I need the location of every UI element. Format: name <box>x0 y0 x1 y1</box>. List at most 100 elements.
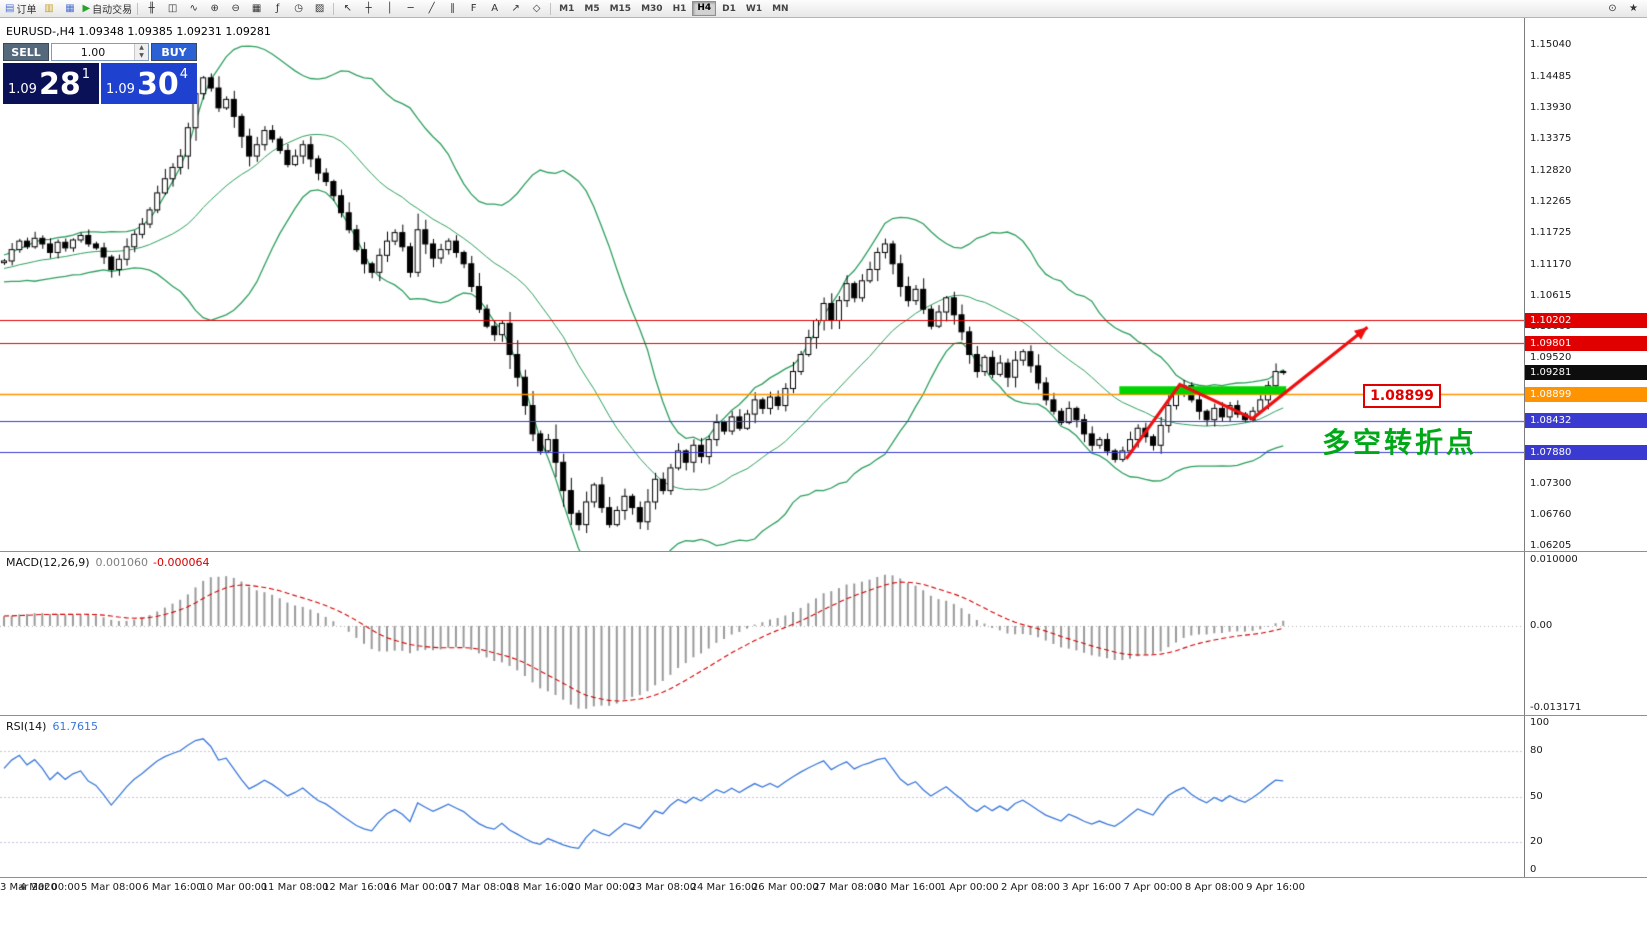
bottom-spacer <box>0 898 1647 941</box>
rsi-panel: RSI(14) 61.7615 100 80 50 20 0 <box>0 716 1647 878</box>
autotrading-button[interactable]: ▶ 自动交易 <box>80 1 134 16</box>
new-chart-icon: ▦ <box>65 3 75 14</box>
sell-price-base: 1.09 <box>8 82 37 97</box>
equidistant-channel-icon: ∥ <box>450 3 456 14</box>
time-label: 12 Mar 16:00 <box>322 882 390 893</box>
time-label: 27 Mar 08:00 <box>813 882 880 893</box>
rsi-name: RSI(14) <box>6 720 47 733</box>
candlestick-chart-button[interactable]: ◫ <box>162 1 183 16</box>
time-label: 11 Mar 08:00 <box>261 882 329 893</box>
price-tag: 1.07880 <box>1525 444 1647 460</box>
timeframe-m1-button[interactable]: M1 <box>559 3 575 14</box>
sell-button[interactable]: SELL <box>3 43 49 61</box>
cycle-lines-icon: ◇ <box>532 3 541 14</box>
time-label: 24 Mar 16:00 <box>690 882 758 893</box>
rsi-axis-label: 100 <box>1530 717 1550 728</box>
search-button[interactable]: ⊙ <box>1602 1 1623 16</box>
price-tick: 1.06760 <box>1530 508 1572 520</box>
horizontal-line-button[interactable]: ─ <box>400 1 421 16</box>
time-label: 17 Mar 08:00 <box>445 882 513 893</box>
toolbar-separator <box>550 2 552 15</box>
price-axis[interactable]: 1.15040 1.14485 1.13930 1.13375 1.12820 1.122… <box>1524 18 1647 551</box>
price-tag: 1.09281 <box>1525 365 1647 381</box>
rsi-axis[interactable]: 100 80 50 20 0 <box>1524 716 1647 877</box>
crosshair-icon: ┼ <box>365 3 372 14</box>
account-history-icon: ▥ <box>44 3 54 14</box>
volume-decrease-button[interactable]: ▼ <box>135 52 148 60</box>
favorites-button[interactable]: ★ <box>1623 1 1644 16</box>
time-label: 3 Mar 2020 <box>0 882 58 893</box>
timeframe-d1-button[interactable]: D1 <box>722 3 736 14</box>
horizontal-line-icon: ─ <box>407 3 414 14</box>
volume-stepper: ▲ ▼ <box>134 44 148 60</box>
zoom-in-icon: ⊕ <box>210 3 219 14</box>
buy-price-panel[interactable]: 1.09 30 4 <box>101 63 197 104</box>
tile-windows-button[interactable]: ▦ <box>246 1 267 16</box>
zoom-out-button[interactable]: ⊖ <box>225 1 246 16</box>
cursor-button[interactable]: ↖ <box>337 1 358 16</box>
equidistant-channel-button[interactable]: ∥ <box>442 1 463 16</box>
sell-price-panel[interactable]: 1.09 28 1 <box>3 63 99 104</box>
zoom-out-icon: ⊖ <box>231 3 240 14</box>
autotrading-label: 自动交易 <box>92 5 133 16</box>
fibonacci-button[interactable]: F <box>463 1 484 16</box>
rsi-canvas[interactable] <box>0 716 1524 877</box>
crosshair-button[interactable]: ┼ <box>358 1 379 16</box>
macd-axis-label: -0.013171 <box>1530 702 1582 713</box>
indicators-icon: ƒ <box>275 3 280 14</box>
buy-price-pip: 4 <box>179 67 188 82</box>
timeframe-h1-button[interactable]: H1 <box>672 3 687 14</box>
bar-chart-button[interactable]: ╫ <box>141 1 162 16</box>
time-label: 2 Apr 08:00 <box>1001 882 1060 893</box>
arrow-tool-button[interactable]: ↗ <box>505 1 526 16</box>
turning-point-annotation: 多空转折点 <box>1322 426 1478 459</box>
macd-axis[interactable]: 0.010000 0.00 -0.013171 <box>1524 552 1647 715</box>
toolbar-separator <box>333 2 335 15</box>
cursor-icon: ↖ <box>343 3 352 14</box>
chart-header: EURUSD-,H4 1.09348 1.09385 1.09231 1.092… <box>6 25 271 38</box>
volume-value[interactable]: 1.00 <box>80 45 106 59</box>
timeframe-w1-button[interactable]: W1 <box>745 3 763 14</box>
orders-button[interactable]: ▤ 订单 <box>3 1 38 16</box>
time-label: 30 Mar 16:00 <box>874 882 942 893</box>
timeframe-h4-button[interactable]: H4 <box>692 1 717 16</box>
macd-axis-label: 0.010000 <box>1530 553 1578 565</box>
text-label-icon: A <box>491 3 499 14</box>
vertical-line-icon: │ <box>386 3 393 14</box>
timeframe-m15-button[interactable]: M15 <box>609 3 632 14</box>
price-chart-panel: EURUSD-,H4 1.09348 1.09385 1.09231 1.092… <box>0 18 1647 552</box>
timeframe-m30-button[interactable]: M30 <box>641 3 663 14</box>
price-tick: 1.09520 <box>1530 352 1572 364</box>
price-tick: 1.14485 <box>1530 70 1572 82</box>
bar-chart-icon: ╫ <box>148 3 155 14</box>
volume-input[interactable]: 1.00 ▲ ▼ <box>51 43 149 61</box>
periods-button[interactable]: ◷ <box>288 1 309 16</box>
volume-increase-button[interactable]: ▲ <box>135 44 148 52</box>
time-label: 1 Apr 00:00 <box>939 882 999 893</box>
price-tick: 1.13375 <box>1530 133 1572 145</box>
macd-canvas[interactable] <box>0 552 1524 715</box>
templates-button[interactable]: ▨ <box>309 1 330 16</box>
buy-button[interactable]: BUY <box>151 43 197 61</box>
indicators-button[interactable]: ƒ <box>267 1 288 16</box>
new-chart-button[interactable]: ▦ <box>59 1 80 16</box>
rsi-label: RSI(14) 61.7615 <box>6 720 98 733</box>
time-label: 3 Apr 16:00 <box>1062 882 1122 893</box>
cycle-lines-button[interactable]: ◇ <box>526 1 547 16</box>
text-label-button[interactable]: A <box>484 1 505 16</box>
timeframe-m5-button[interactable]: M5 <box>584 3 600 14</box>
toolbar: ▤ 订单 ▥ ▦ ▶ 自动交易 ╫ ◫ ∿ ⊕ ⊖ ▦ ƒ ◷ ▨ ↖ ┼ │ ─ ╱ ∥ F A ↗ ◇ M1 M5 M15 M30 H… <box>0 0 1647 18</box>
line-chart-button[interactable]: ∿ <box>183 1 204 16</box>
trendline-button[interactable]: ╱ <box>421 1 442 16</box>
price-chart-canvas[interactable] <box>0 18 1524 551</box>
rsi-value: 61.7615 <box>52 720 98 733</box>
account-history-button[interactable]: ▥ <box>38 1 59 16</box>
timeframe-mn-button[interactable]: MN <box>772 3 789 14</box>
macd-panel: MACD(12,26,9) 0.001060 -0.000064 0.010000 0… <box>0 552 1647 716</box>
time-label: 9 Apr 16:00 <box>1246 882 1305 893</box>
vertical-line-button[interactable]: │ <box>379 1 400 16</box>
zoom-in-button[interactable]: ⊕ <box>204 1 225 16</box>
time-axis[interactable]: 3 Mar 2020 4 Mar 00:00 5 Mar 08:00 6 Mar 16… <box>0 878 1647 898</box>
buy-price-big: 30 <box>136 67 179 102</box>
price-tick: 1.12265 <box>1530 196 1572 208</box>
